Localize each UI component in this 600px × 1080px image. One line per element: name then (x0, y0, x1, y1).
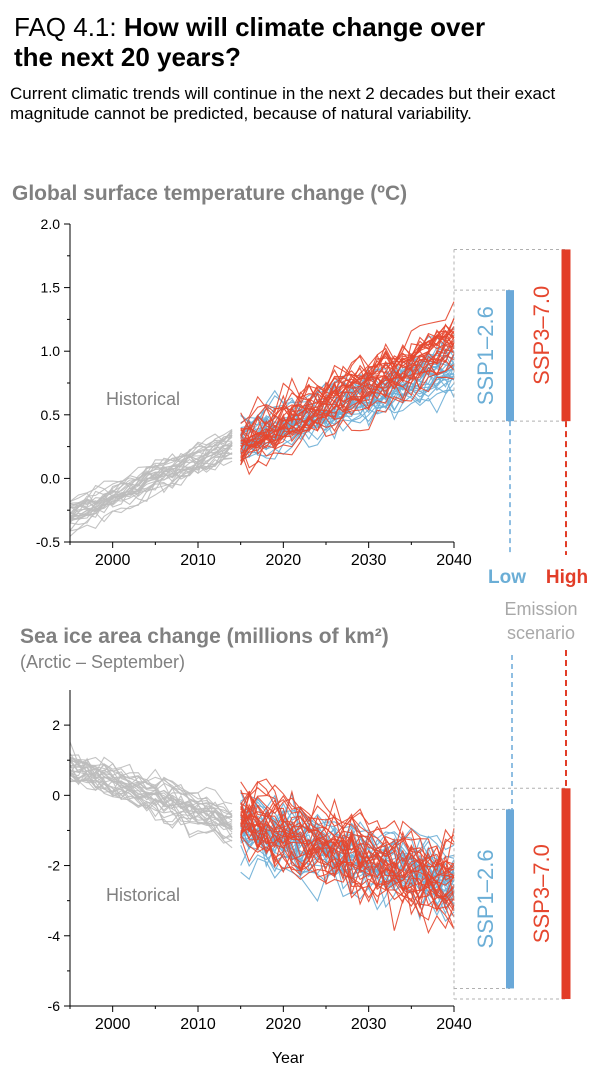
temperature-ensemble-line (70, 452, 233, 517)
sea-ice-chart-subtitle: (Arctic – September) (20, 652, 185, 672)
temperature-x-tick-label: 2040 (436, 552, 472, 569)
temperature-ensemble-line (240, 342, 455, 469)
sea-ice-ssp1-range-bar (506, 809, 514, 989)
sea-ice-ensemble-line (240, 826, 455, 911)
sea-ice-plot-area: 2 0 -2 -4 -6 2000 2010 2020 2030 2040 SSP1–2.6 SSP3… (48, 690, 571, 1033)
legend-scenario-label: scenario (507, 623, 575, 643)
temperature-x-tick-label: 2010 (180, 552, 216, 569)
faq-subtitle: Current climatic trends will continue in… (10, 84, 556, 123)
temperature-y-tick-label: 0.0 (41, 470, 61, 486)
sea-ice-ensemble-line (69, 759, 233, 826)
temperature-ensemble-line (240, 382, 455, 466)
temperature-ensemble-line (240, 363, 455, 461)
faq-title: FAQ 4.1: How will climate change over th… (14, 12, 485, 72)
temperature-ensemble-line (69, 434, 233, 516)
temperature-y-tick-label: -0.5 (36, 534, 60, 550)
sea-ice-ensemble-line (240, 812, 455, 887)
sea-ice-ensemble-line (69, 760, 233, 828)
faq-question-line1: How will climate change over (123, 12, 486, 42)
sea-ice-ensemble-line (240, 795, 455, 877)
temperature-x-tick-label: 2020 (266, 552, 302, 569)
sea-ice-ensemble-line (240, 789, 455, 896)
temperature-y-tick-label: 0.5 (41, 407, 61, 423)
temperature-series-ssp3-7-0 (240, 301, 455, 476)
sea-ice-x-tick-label: 2020 (266, 1016, 302, 1033)
sea-ice-y-tick-label: 0 (52, 787, 60, 803)
legend-emission-label: Emission (504, 599, 577, 619)
sea-ice-chart-title: Sea ice area change (millions of km²) (20, 625, 389, 648)
temperature-ensemble-line (240, 323, 455, 466)
temperature-ensemble-line (69, 429, 233, 510)
temperature-ensemble-line (70, 431, 233, 509)
temperature-ensemble-line (69, 434, 233, 504)
temperature-ssp3-range-bar (561, 249, 571, 422)
scenario-legend: Low High Emission scenario (488, 421, 588, 810)
sea-ice-y-tick-label: -2 (48, 858, 61, 874)
temperature-y-tick-label: 1.5 (41, 280, 61, 296)
temperature-x-tick-label: 2030 (351, 552, 387, 569)
temperature-ssp1-label: SSP1–2.6 (473, 306, 498, 405)
legend-high-label: High (546, 567, 588, 588)
temperature-ensemble-line (240, 330, 455, 462)
sea-ice-ensemble-line (240, 835, 455, 931)
sea-ice-y-tick-label: -4 (48, 928, 61, 944)
sea-ice-x-tick-label: 2000 (95, 1016, 131, 1033)
sea-ice-ensemble-line (240, 791, 455, 893)
temperature-series-historical (69, 428, 233, 537)
sea-ice-y-tick-label: -6 (48, 998, 61, 1014)
temperature-plot-area: 2.0 1.5 1.0 0.5 0.0 -0.5 2000 2010 2020 2030 2040 S… (36, 216, 571, 569)
temperature-panel: Global surface temperature change (ºC) 2… (12, 182, 571, 569)
temperature-ensemble-line (69, 458, 233, 537)
sea-ice-ssp3-label: SSP3–7.0 (529, 844, 554, 943)
temperature-ensemble-line (69, 442, 233, 519)
temperature-ensemble-line (240, 340, 455, 454)
sea-ice-ensemble-line (69, 759, 233, 839)
sea-ice-ensemble-line (240, 778, 455, 866)
temperature-ensemble-line (240, 337, 455, 462)
legend-low-label: Low (488, 567, 526, 588)
temperature-ssp1-range-bar (506, 290, 514, 422)
sea-ice-ensemble-line (69, 760, 233, 821)
faq-question-line2: the next 20 years? (14, 42, 241, 72)
sea-ice-historical-label: Historical (106, 885, 180, 905)
temperature-ensemble-line (240, 376, 455, 476)
sea-ice-ensemble-line (240, 791, 455, 879)
sea-ice-series-ssp3-7-0 (240, 778, 455, 935)
temperature-ensemble-line (240, 330, 455, 446)
temperature-ensemble-line (240, 301, 455, 434)
temperature-ensemble-line (240, 354, 455, 447)
faq-tag: FAQ 4.1: (14, 12, 117, 42)
sea-ice-y-tick-label: 2 (52, 717, 60, 733)
x-axis-label: Year (272, 1050, 305, 1067)
temperature-ensemble-line (69, 445, 233, 507)
temperature-y-tick-label: 2.0 (41, 216, 61, 232)
sea-ice-ensemble-line (240, 821, 455, 921)
temperature-y-tick-label: 1.0 (41, 343, 61, 359)
temperature-ensemble-line (69, 444, 233, 531)
sea-ice-series-historical (69, 741, 233, 849)
sea-ice-ensemble-line (69, 779, 233, 849)
sea-ice-x-tick-label: 2040 (436, 1016, 472, 1033)
temperature-ensemble-line (69, 457, 233, 532)
sea-ice-ensemble-line (69, 760, 233, 815)
sea-ice-ssp1-label: SSP1–2.6 (473, 849, 498, 948)
temperature-ensemble-line (69, 444, 233, 519)
sea-ice-x-tick-label: 2030 (351, 1016, 387, 1033)
sea-ice-ensemble-line (69, 771, 233, 839)
sea-ice-ensemble-line (69, 753, 233, 817)
temperature-ssp3-label: SSP3–7.0 (529, 286, 554, 385)
sea-ice-ssp3-range-bar (561, 788, 571, 999)
temperature-x-tick-label: 2000 (95, 552, 131, 569)
temperature-historical-label: Historical (106, 389, 180, 409)
sea-ice-panel: Sea ice area change (millions of km²) (A… (20, 625, 571, 1067)
sea-ice-ensemble-line (240, 807, 455, 901)
sea-ice-x-tick-label: 2010 (180, 1016, 216, 1033)
temperature-ensemble-line (240, 353, 455, 426)
temperature-chart-title: Global surface temperature change (ºC) (12, 182, 407, 205)
